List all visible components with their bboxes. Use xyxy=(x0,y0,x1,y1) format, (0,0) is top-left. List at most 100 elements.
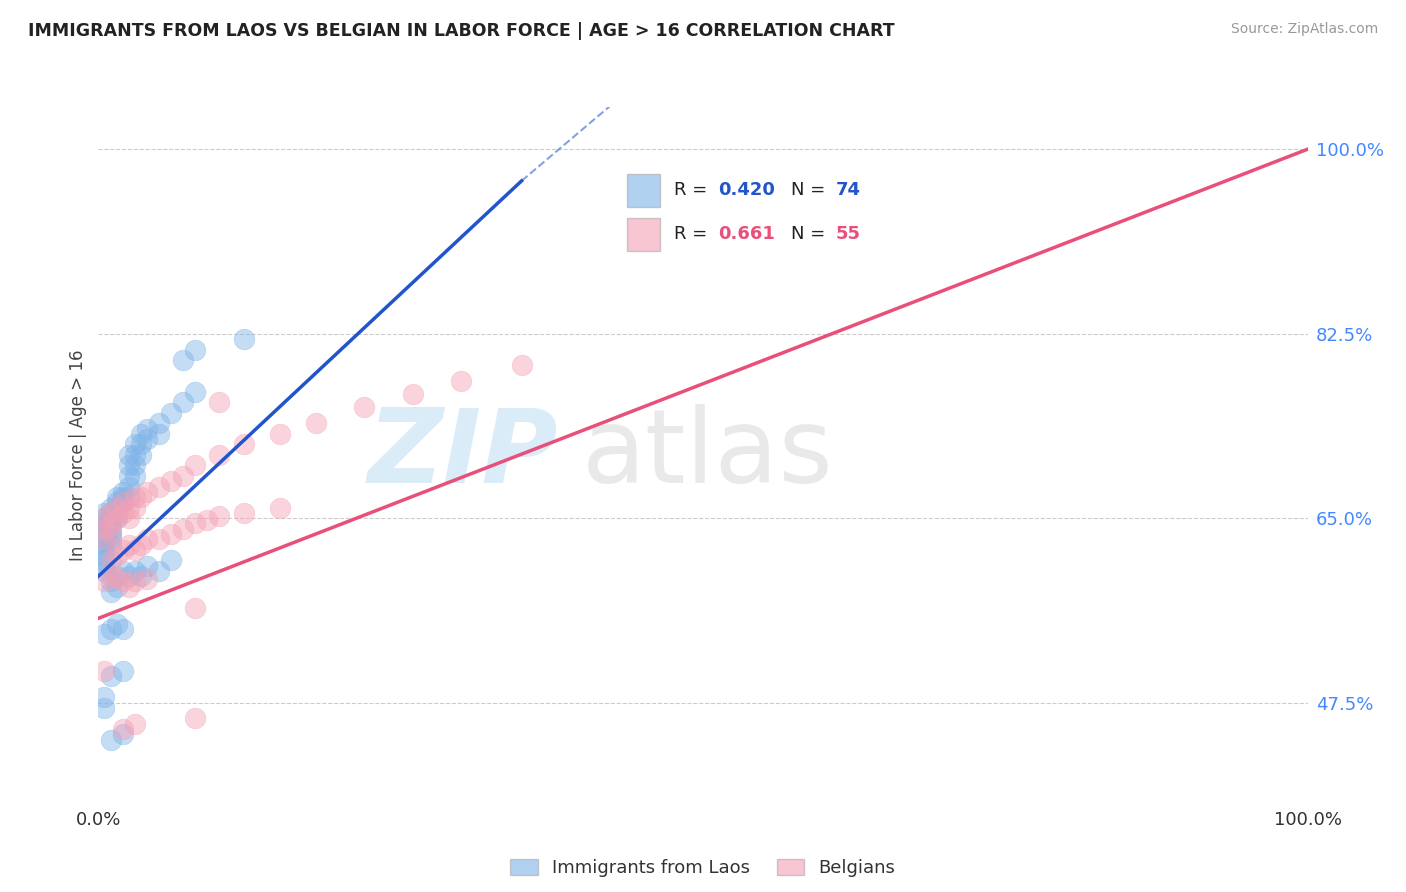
Point xyxy=(129,569,152,583)
Point xyxy=(124,437,146,451)
Legend: Immigrants from Laos, Belgians: Immigrants from Laos, Belgians xyxy=(503,852,903,884)
Point xyxy=(111,722,134,736)
Point xyxy=(100,516,122,531)
Point xyxy=(93,574,115,589)
Text: atlas: atlas xyxy=(582,404,834,506)
Point xyxy=(124,574,146,589)
Point xyxy=(111,490,134,504)
Point xyxy=(160,553,183,567)
Text: IMMIGRANTS FROM LAOS VS BELGIAN IN LABOR FORCE | AGE > 16 CORRELATION CHART: IMMIGRANTS FROM LAOS VS BELGIAN IN LABOR… xyxy=(28,22,894,40)
Point xyxy=(148,564,170,578)
Point xyxy=(105,511,128,525)
Point xyxy=(129,537,152,551)
Point xyxy=(93,558,115,573)
Point xyxy=(105,571,128,585)
Point xyxy=(118,511,141,525)
Point xyxy=(105,616,128,631)
Point xyxy=(100,574,122,589)
Point xyxy=(129,426,152,441)
Point xyxy=(184,384,207,399)
Point xyxy=(118,469,141,483)
Point xyxy=(100,516,122,531)
Text: 0.661: 0.661 xyxy=(718,226,775,244)
Point xyxy=(148,417,170,431)
Point xyxy=(135,558,157,573)
Point xyxy=(124,490,146,504)
Text: N =: N = xyxy=(790,181,831,199)
Point xyxy=(100,506,122,520)
Point xyxy=(450,374,472,388)
Point xyxy=(100,569,122,583)
Point xyxy=(124,500,146,515)
Point xyxy=(100,522,122,536)
Point xyxy=(208,395,231,409)
Point xyxy=(93,564,115,578)
Point xyxy=(510,359,533,373)
Point xyxy=(93,548,115,562)
Point xyxy=(100,732,122,747)
Point xyxy=(100,537,122,551)
Point xyxy=(208,448,231,462)
Point xyxy=(100,527,122,541)
Point xyxy=(93,537,115,551)
Text: ZIP: ZIP xyxy=(367,404,558,506)
Point xyxy=(118,569,141,583)
Point xyxy=(100,527,122,541)
Point xyxy=(172,395,194,409)
Point xyxy=(111,664,134,678)
Point xyxy=(135,572,157,586)
Point xyxy=(124,564,146,578)
Point xyxy=(129,437,152,451)
Point xyxy=(93,522,115,536)
Point xyxy=(93,533,115,547)
Point xyxy=(93,664,115,678)
Text: Source: ZipAtlas.com: Source: ZipAtlas.com xyxy=(1230,22,1378,37)
Point xyxy=(135,484,157,499)
Point xyxy=(105,490,128,504)
Point xyxy=(93,511,115,525)
Point xyxy=(129,490,152,504)
Y-axis label: In Labor Force | Age > 16: In Labor Force | Age > 16 xyxy=(69,349,87,561)
Point xyxy=(111,484,134,499)
Point xyxy=(129,448,152,462)
Point xyxy=(148,533,170,547)
Point xyxy=(93,511,115,525)
Bar xyxy=(627,218,659,251)
Point xyxy=(93,701,115,715)
Point xyxy=(195,513,218,527)
Point xyxy=(232,506,254,520)
Point xyxy=(105,511,128,525)
Point xyxy=(184,343,207,357)
Point xyxy=(93,516,115,531)
Point xyxy=(111,564,134,578)
Point xyxy=(111,727,134,741)
Point xyxy=(105,580,128,594)
Point xyxy=(93,533,115,547)
Point xyxy=(160,406,183,420)
Point xyxy=(93,527,115,541)
Point xyxy=(118,490,141,504)
Point xyxy=(111,542,134,557)
Point xyxy=(135,421,157,435)
Point xyxy=(105,569,128,583)
Point xyxy=(93,553,115,567)
Point xyxy=(232,332,254,346)
Point xyxy=(100,500,122,515)
Text: R =: R = xyxy=(673,226,713,244)
Point xyxy=(172,522,194,536)
Point xyxy=(105,500,128,515)
Point xyxy=(184,516,207,531)
Point xyxy=(100,669,122,683)
Point xyxy=(111,495,134,509)
Point xyxy=(269,500,291,515)
Point xyxy=(100,553,122,567)
Point xyxy=(124,542,146,557)
Point xyxy=(93,522,115,536)
Text: 55: 55 xyxy=(835,226,860,244)
Point xyxy=(111,506,134,520)
Point xyxy=(118,537,141,551)
Point xyxy=(105,500,128,515)
Point xyxy=(232,437,254,451)
Point xyxy=(135,533,157,547)
Point xyxy=(172,353,194,368)
